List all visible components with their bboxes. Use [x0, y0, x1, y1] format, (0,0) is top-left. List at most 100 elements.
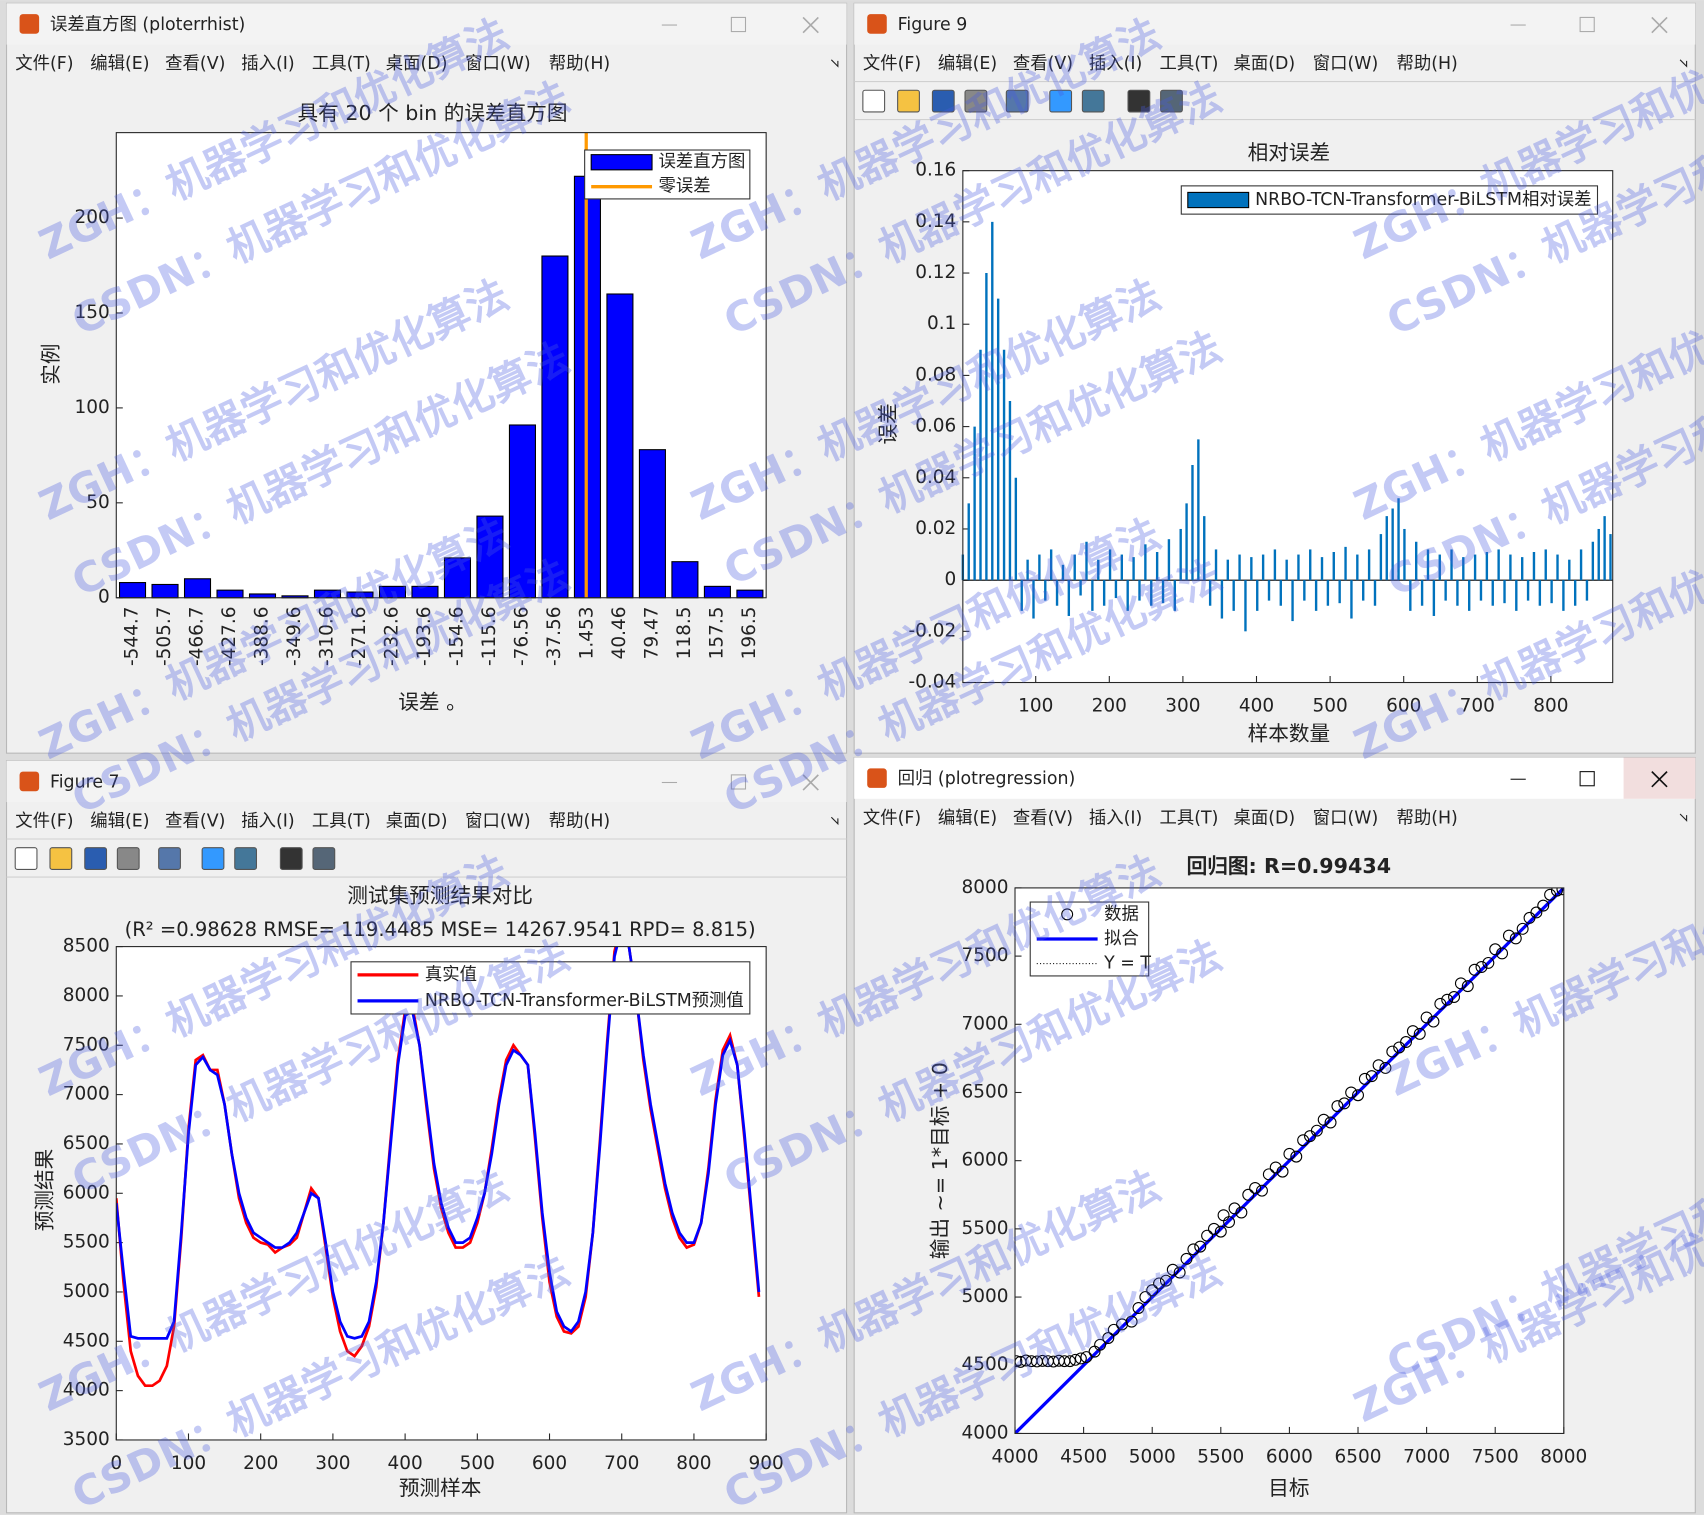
- legend-label: 真实值: [425, 965, 477, 985]
- data-point: [1345, 1086, 1358, 1099]
- menu-item[interactable]: 窗口(W): [465, 812, 531, 832]
- x-tick-label: -388.6: [252, 606, 273, 666]
- toolbar-icon[interactable]: [964, 89, 988, 113]
- menu-item[interactable]: 文件(F): [15, 54, 73, 74]
- bar: [638, 449, 666, 599]
- toolbar-icon[interactable]: [116, 847, 140, 870]
- data-point: [1159, 1274, 1172, 1287]
- menu-item[interactable]: 插入(I): [1089, 54, 1142, 74]
- menu-item[interactable]: 帮助(H): [549, 54, 610, 74]
- data-point: [1544, 888, 1557, 901]
- toolbar-icon[interactable]: [1005, 89, 1029, 113]
- close-button[interactable]: [802, 774, 819, 791]
- menu-item[interactable]: 编辑(E): [938, 808, 997, 828]
- x-tick-label: 800: [1533, 695, 1568, 716]
- toolbar-icon[interactable]: [1127, 89, 1151, 113]
- menu-item[interactable]: 工具(T): [1160, 808, 1219, 828]
- menu-item[interactable]: 工具(T): [1160, 54, 1219, 74]
- x-tick-label: 600: [532, 1453, 567, 1474]
- toolbar-icon[interactable]: [84, 847, 108, 870]
- x-tick-label: 900: [749, 1453, 784, 1474]
- legend-label: NRBO-TCN-Transformer-BiLSTM相对误差: [1255, 190, 1591, 210]
- data-point: [1249, 1181, 1262, 1194]
- x-tick-label: 6500: [1335, 1446, 1382, 1467]
- toolbar-icon[interactable]: [1081, 89, 1105, 113]
- close-button[interactable]: [802, 16, 819, 34]
- chart-title: 具有 20 个 bin 的误差直方图: [298, 101, 568, 125]
- menu-item[interactable]: 窗口(W): [1313, 54, 1379, 74]
- toolbar-icon[interactable]: [158, 847, 181, 870]
- legend-swatch: [590, 154, 653, 171]
- menu-item[interactable]: 工具(T): [312, 54, 371, 74]
- menu-item[interactable]: 帮助(H): [1396, 54, 1457, 74]
- data-point: [1074, 1352, 1087, 1365]
- toolbar-icon[interactable]: [897, 89, 920, 113]
- bar: [671, 561, 699, 599]
- toolbar-icon[interactable]: [49, 847, 73, 870]
- toolbar-icon[interactable]: [862, 89, 886, 113]
- toolbar-icon[interactable]: [279, 847, 303, 870]
- maximize-button[interactable]: [1579, 771, 1595, 787]
- menu-item[interactable]: 工具(T): [312, 812, 371, 832]
- maximize-button[interactable]: [730, 774, 747, 790]
- menu-item[interactable]: 桌面(D): [386, 54, 448, 74]
- menu-item[interactable]: 查看(V): [165, 812, 225, 832]
- x-tick-label: 400: [1239, 695, 1274, 716]
- x-tick-label: 300: [1165, 695, 1200, 716]
- data-point: [1489, 943, 1502, 956]
- x-tick-label: -505.7: [154, 606, 175, 666]
- data-point: [1125, 1315, 1138, 1328]
- menu-item[interactable]: 文件(F): [15, 812, 73, 832]
- axes-frame: [1014, 887, 1565, 1434]
- toolbar-icon[interactable]: [1160, 89, 1183, 113]
- maximize-button[interactable]: [1579, 16, 1595, 33]
- close-button[interactable]: [1651, 771, 1668, 788]
- menu-item[interactable]: 桌面(D): [1233, 54, 1295, 74]
- menu-item[interactable]: 查看(V): [165, 54, 225, 74]
- data-point: [1372, 1059, 1385, 1072]
- menu-item[interactable]: 编辑(E): [938, 54, 997, 74]
- menu-item[interactable]: 窗口(W): [1313, 808, 1379, 828]
- maximize-button[interactable]: [730, 16, 747, 33]
- y-tick-label: 0.04: [915, 467, 956, 488]
- y-axis-label: 预测结果: [33, 1149, 57, 1232]
- data-point: [1530, 906, 1543, 919]
- toolbar-icon[interactable]: [14, 847, 38, 870]
- menu-item[interactable]: 编辑(E): [90, 54, 149, 74]
- data-point: [1358, 1072, 1371, 1085]
- menu-item[interactable]: 查看(V): [1013, 808, 1073, 828]
- x-tick-label: 300: [315, 1453, 350, 1474]
- title-bar: [6, 760, 847, 803]
- toolbar-icon[interactable]: [1049, 89, 1073, 113]
- close-button[interactable]: [1651, 16, 1668, 34]
- data-point: [1448, 991, 1461, 1003]
- y-tick-label: 0.1: [927, 313, 956, 334]
- toolbar-icon[interactable]: [931, 89, 955, 113]
- menu-item[interactable]: 帮助(H): [549, 812, 610, 832]
- menu-item[interactable]: 文件(F): [863, 808, 921, 828]
- menu-item[interactable]: 桌面(D): [386, 812, 448, 832]
- menu-item[interactable]: 插入(I): [241, 812, 294, 832]
- menu-item[interactable]: 桌面(D): [1233, 808, 1295, 828]
- y-tick-label: 6500: [63, 1133, 110, 1154]
- menu-item[interactable]: 插入(I): [1089, 808, 1142, 828]
- chart-title: 回归图: R=0.99434: [1187, 854, 1391, 878]
- menu-item[interactable]: 帮助(H): [1396, 808, 1457, 828]
- toolbar-icon[interactable]: [201, 847, 225, 870]
- x-tick-label: 600: [1386, 695, 1421, 716]
- menu-item[interactable]: 编辑(E): [90, 812, 149, 832]
- menu-item[interactable]: 查看(V): [1013, 54, 1073, 74]
- menu-item[interactable]: 插入(I): [241, 54, 294, 74]
- window-title: Figure 7: [50, 772, 120, 792]
- data-point: [1406, 1025, 1419, 1038]
- menu-item[interactable]: 文件(F): [863, 54, 921, 74]
- app-icon: [19, 771, 40, 792]
- y-tick-label: 7500: [63, 1034, 110, 1055]
- y-tick-label: 4000: [961, 1422, 1008, 1443]
- menu-item[interactable]: 窗口(W): [465, 54, 531, 74]
- x-tick-label: -349.6: [284, 606, 305, 666]
- toolbar-icon[interactable]: [234, 847, 258, 870]
- toolbar-icon[interactable]: [312, 847, 336, 870]
- data-point: [1461, 980, 1474, 993]
- y-tick-label: 8000: [961, 877, 1008, 898]
